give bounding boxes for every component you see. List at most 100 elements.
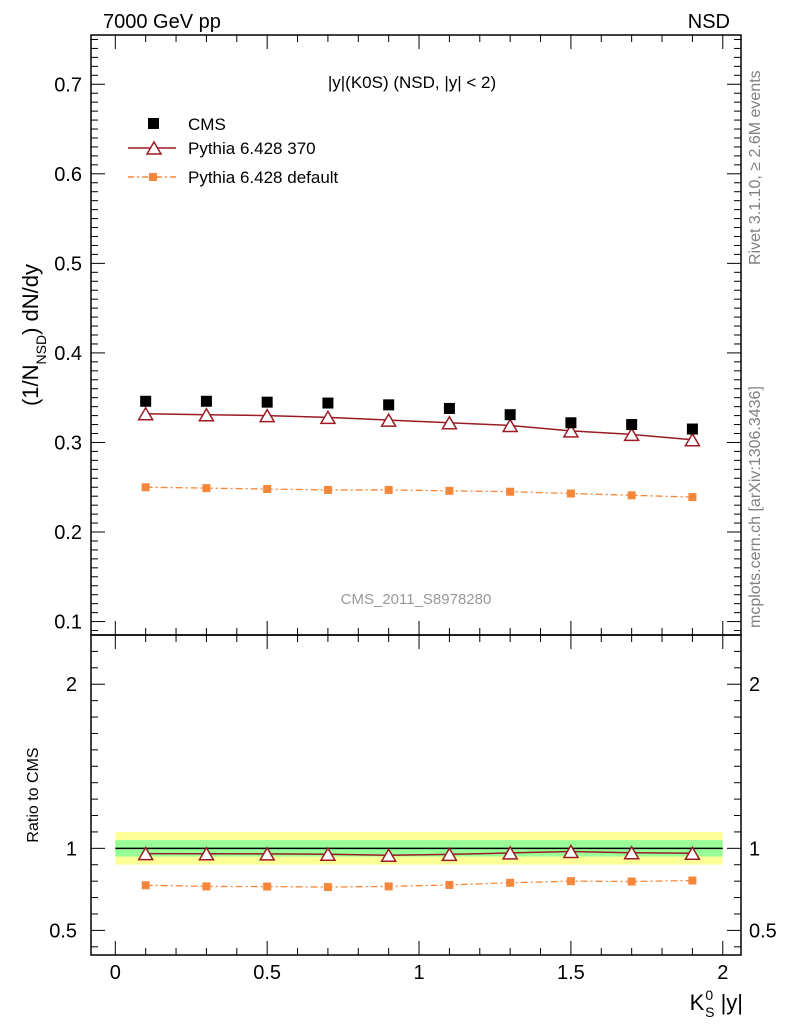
legend: CMS Pythia 6.428 370 Pythia 6.428 defaul… — [128, 115, 339, 187]
point-cms — [140, 395, 152, 407]
point-pythia370 — [380, 412, 397, 427]
ratio-y-tick-labels: 0.5 0.5 1 1 2 2 — [49, 674, 777, 942]
point-cms — [200, 395, 212, 407]
point-pythia-default — [263, 485, 272, 494]
point-pythia370 — [501, 417, 519, 433]
point-pythia370 — [137, 406, 154, 421]
point-pythia370 — [623, 426, 640, 442]
point-cms — [504, 409, 516, 421]
point-pythia-default — [202, 484, 211, 493]
point-cms — [565, 417, 577, 429]
main-y-axis-label: (1/NNSD) dN/dy — [18, 264, 49, 406]
ratio-line-pythia-default — [145, 879, 693, 888]
point-pythia-default — [323, 485, 332, 494]
point-cms — [443, 402, 455, 414]
ratio-point-pythia370 — [137, 846, 154, 861]
main-y-tick-label: 0.5 — [54, 253, 82, 275]
ratio-point-pythia370 — [501, 845, 519, 860]
mcplots-label: mcplots.cern.ch [arXiv:1306.3436] — [747, 386, 764, 628]
main-y-tick-label: 0.1 — [54, 612, 82, 634]
main-series — [137, 395, 701, 502]
ratio-point-pythia370 — [319, 846, 337, 861]
ratio-point-pythia-default — [323, 883, 332, 892]
ratio-point-pythia-default — [506, 878, 515, 887]
point-pythia-default — [445, 486, 454, 495]
main-panel: 0.1 0.2 0.3 0.4 0.5 0.6 0.7 |y|(K0S) (NSD, |y|… — [18, 34, 742, 636]
main-y-tick-label: 0.7 — [54, 74, 82, 96]
ratio-point-pythia-default — [263, 882, 272, 891]
point-pythia-default — [506, 487, 515, 496]
point-cms — [261, 396, 273, 408]
legend-marker-pythia370 — [145, 140, 163, 155]
ratio-x-tick-label: 2 — [717, 962, 728, 984]
ratio-point-pythia-default — [688, 876, 697, 885]
ratio-x-tick-labels: 0 0.5 1 1.5 2 — [110, 962, 729, 984]
ratio-point-pythia370 — [380, 847, 397, 862]
point-cms — [686, 423, 698, 435]
ratio-line-pythia370 — [145, 850, 693, 856]
ratio-x-tick-label: 1.5 — [557, 962, 585, 984]
ratio-y-tick-label-right: 2 — [749, 674, 760, 696]
ratio-y-axis-label: Ratio to CMS — [25, 747, 42, 842]
main-title: |y|(K0S) (NSD, |y| < 2) — [328, 73, 496, 92]
point-pythia-default — [384, 485, 393, 494]
legend-label-pythia-default: Pythia 6.428 default — [188, 168, 339, 187]
ratio-x-tick-label: 0 — [110, 962, 121, 984]
point-pythia370 — [684, 432, 701, 447]
ratio-point-pythia-default — [445, 880, 454, 889]
ratio-point-pythia-default — [566, 877, 575, 886]
series-line-pythia370 — [145, 413, 693, 441]
ratio-point-pythia370 — [258, 846, 276, 861]
ratio-point-pythia370 — [562, 843, 580, 859]
watermark: CMS_2011_S8978280 — [341, 591, 492, 608]
ratio-point-pythia-default — [627, 877, 636, 886]
x-axis-label: K0 S |y| — [690, 987, 743, 1020]
ratio-y-tick-label: 2 — [66, 674, 77, 696]
point-cms — [626, 419, 638, 431]
main-x-ticks — [114, 35, 724, 635]
ratio-point-pythia-default — [384, 882, 393, 891]
main-y-tick-label: 0.3 — [54, 432, 82, 454]
ratio-y-tick-label: 0.5 — [49, 920, 77, 942]
main-y-tick-labels: 0.1 0.2 0.3 0.4 0.5 0.6 0.7 — [54, 74, 82, 633]
point-pythia-default — [688, 493, 697, 502]
rivet-label: Rivet 3.1.10, ≥ 2.6M events — [747, 70, 764, 265]
point-pythia370 — [319, 409, 337, 425]
point-pythia-default — [627, 491, 636, 500]
point-pythia370 — [258, 408, 276, 423]
main-y-tick-label: 0.6 — [54, 164, 82, 186]
point-pythia-default — [566, 489, 575, 498]
point-pythia370 — [562, 423, 580, 438]
point-pythia-default — [141, 483, 150, 492]
main-y-tick-label: 0.2 — [54, 522, 82, 544]
header-right: NSD — [688, 11, 730, 33]
ratio-panel: 0.5 0.5 1 1 2 2 0 0.5 1 1.5 2 Ratio to CMS K0 S |y… — [25, 634, 777, 1020]
point-pythia370 — [198, 407, 215, 422]
ratio-point-pythia370 — [684, 845, 701, 861]
legend-marker-cms — [148, 118, 159, 129]
point-pythia370 — [441, 415, 458, 430]
header-left: 7000 GeV pp — [103, 11, 221, 33]
legend-label-cms: CMS — [188, 115, 226, 134]
ratio-x-tick-label: 1 — [413, 962, 424, 984]
legend-marker-pythia-default — [149, 173, 157, 181]
ratio-y-tick-label: 1 — [66, 838, 77, 860]
ratio-y-tick-label-right: 1 — [749, 838, 760, 860]
ratio-point-pythia-default — [202, 882, 211, 891]
ratio-x-tick-label: 0.5 — [253, 962, 281, 984]
series-line-pythia-default — [145, 486, 693, 498]
ratio-point-pythia370 — [441, 846, 458, 862]
ratio-point-pythia370 — [198, 846, 215, 861]
ratio-x-ticks — [114, 635, 724, 955]
point-cms — [383, 399, 395, 411]
point-cms — [322, 397, 334, 409]
main-y-ticks — [91, 38, 741, 632]
ratio-point-pythia370 — [623, 845, 640, 860]
ratio-series — [137, 843, 701, 892]
legend-label-pythia370: Pythia 6.428 370 — [188, 139, 316, 158]
ratio-y-tick-label-right: 0.5 — [749, 920, 777, 942]
ratio-y-ticks — [91, 650, 741, 948]
main-y-tick-label: 0.4 — [54, 343, 82, 365]
ratio-point-pythia-default — [141, 881, 150, 890]
